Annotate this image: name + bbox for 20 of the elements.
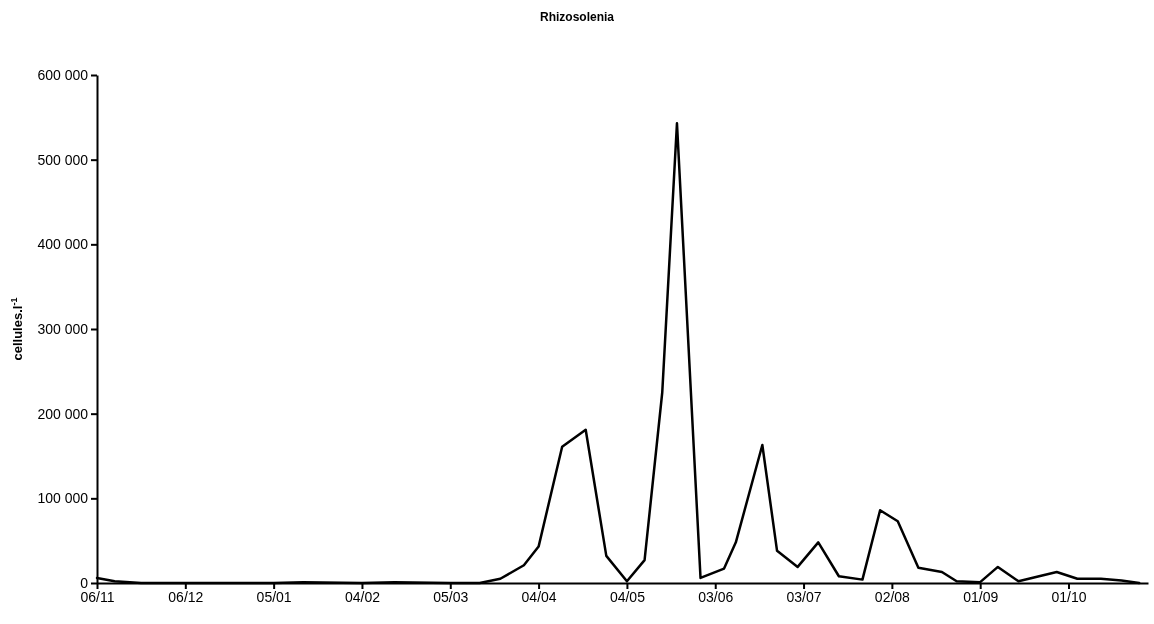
x-tick-label: 01/09: [963, 588, 999, 605]
y-tick-label: 200 000: [37, 405, 89, 422]
y-tick-label: 600 000: [37, 66, 89, 83]
x-tick-label: 04/05: [609, 588, 646, 605]
x-tick-label: 04/02: [344, 588, 381, 605]
y-tick-label: 300 000: [37, 320, 89, 337]
x-tick-label: 01/10: [1051, 588, 1087, 605]
x-tick-label: 05/01: [256, 588, 292, 605]
x-tick-label: 03/06: [698, 588, 734, 605]
chart-title: Rhizosolenia: [539, 10, 615, 24]
x-tick-label: 05/03: [433, 588, 469, 605]
y-tick-label: 100 000: [37, 490, 89, 507]
y-tick-label: 500 000: [37, 151, 89, 168]
y-tick-label: 400 000: [37, 236, 89, 253]
x-tick-label: 06/11: [80, 588, 115, 605]
x-tick-label: 04/04: [521, 588, 557, 605]
y-tick-label: 0: [80, 574, 89, 591]
x-tick-label: 06/12: [168, 588, 204, 605]
x-tick-label: 03/07: [786, 588, 822, 605]
x-tick-label: 02/08: [874, 588, 911, 605]
